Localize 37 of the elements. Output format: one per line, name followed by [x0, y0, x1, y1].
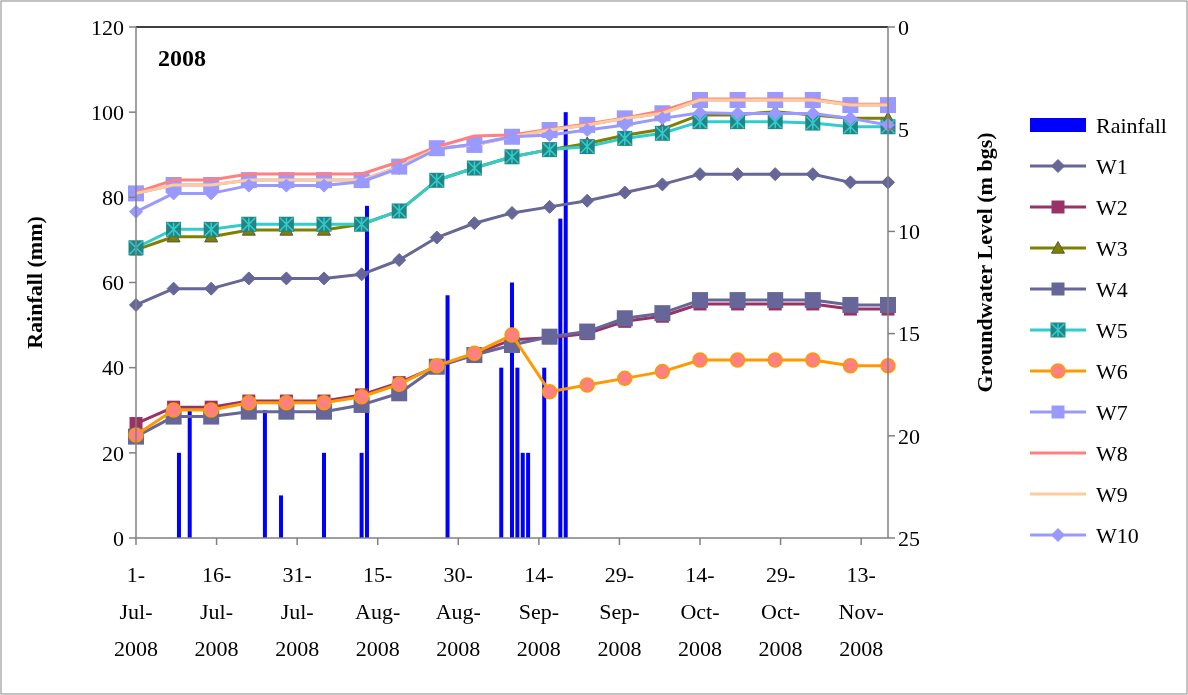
x-tick-label: 29-Oct-2008 [758, 562, 803, 661]
x-tick-label: 14-Oct-2008 [678, 562, 722, 661]
legend-label: W3 [1096, 235, 1128, 261]
x-tick-label: 13-Nov-2008 [838, 562, 884, 661]
y-tick-label: 80 [102, 185, 124, 211]
legend-label: W9 [1096, 481, 1128, 507]
y2-tick-label: 5 [898, 116, 909, 142]
legend-label: W5 [1096, 317, 1128, 343]
y-tick-label: 120 [91, 14, 124, 40]
legend-label: W2 [1096, 194, 1128, 220]
y2-axis-title: Groundwater Level (m bgs) [972, 132, 997, 393]
y2-tick-label: 25 [898, 525, 920, 551]
x-tick-label: 30-Aug-2008 [435, 562, 481, 661]
x-tick-label: 1-Jul-2008 [114, 562, 158, 661]
x-tick-label: 16-Jul-2008 [194, 562, 239, 661]
annotation: 2008 [158, 45, 206, 71]
y2-tick-label: 10 [898, 219, 920, 245]
legend-label: W10 [1096, 522, 1139, 548]
x-tick-label: 14-Sep-2008 [516, 562, 561, 661]
y-axis-title: Rainfall (mm) [22, 216, 47, 349]
y-tick-label: 100 [91, 99, 124, 125]
x-tick-label: 29-Sep-2008 [597, 562, 642, 661]
legend-label: W8 [1096, 440, 1128, 466]
x-tick-label: 15-Aug-2008 [355, 562, 401, 661]
y2-tick-label: 20 [898, 423, 920, 449]
x-tick-label: 31-Jul-2008 [275, 562, 320, 661]
y-tick-label: 20 [102, 440, 124, 466]
legend-label: W7 [1096, 399, 1128, 425]
legend-label: W1 [1096, 153, 1128, 179]
y-tick-label: 40 [102, 355, 124, 381]
y2-tick-label: 15 [898, 321, 920, 347]
y-tick-label: 60 [102, 270, 124, 296]
legend-label: W6 [1096, 358, 1128, 384]
legend-label: W4 [1096, 276, 1128, 302]
legend-label: Rainfall [1096, 112, 1167, 138]
y2-tick-label: 0 [898, 14, 909, 40]
y-tick-label: 0 [113, 525, 124, 551]
